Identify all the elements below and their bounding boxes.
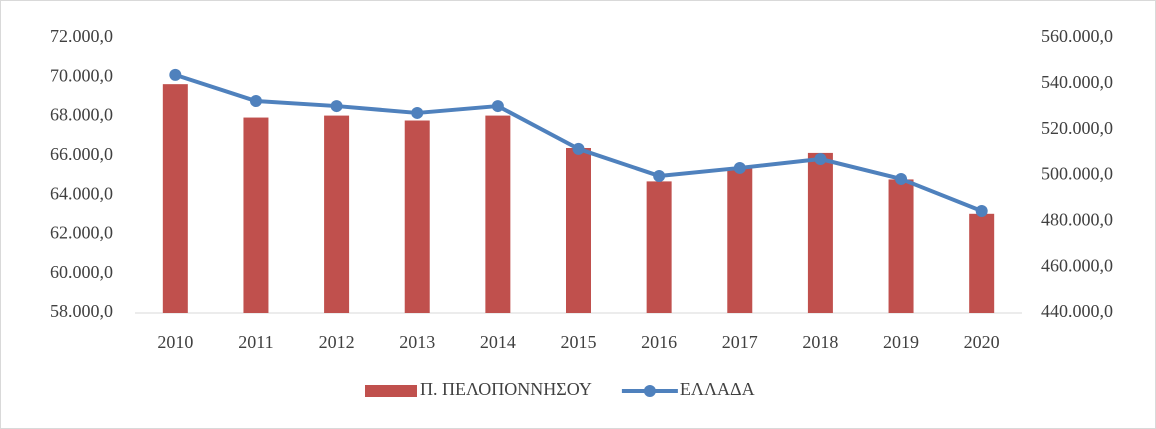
bar bbox=[162, 84, 188, 314]
bar bbox=[646, 181, 672, 313]
y2-tick-label: 520.000,0 bbox=[1041, 118, 1113, 138]
legend-swatch bbox=[643, 385, 656, 397]
bar bbox=[969, 213, 995, 313]
y2-tick-label: 440.000,0 bbox=[1041, 301, 1113, 321]
bar bbox=[324, 115, 350, 313]
line-marker bbox=[895, 172, 908, 185]
y-tick-label: 62.000,0 bbox=[50, 223, 113, 243]
y-tick-label: 68.000,0 bbox=[50, 105, 113, 125]
line-marker bbox=[975, 205, 988, 218]
x-tick-label: 2018 bbox=[802, 332, 838, 352]
y-tick-label: 66.000,0 bbox=[50, 144, 113, 164]
line-marker bbox=[814, 153, 827, 165]
y2-tick-label: 560.000,0 bbox=[1041, 26, 1113, 46]
x-tick-label: 2011 bbox=[238, 332, 273, 352]
y-tick-label: 58.000,0 bbox=[50, 301, 113, 321]
x-tick-label: 2017 bbox=[722, 332, 758, 352]
y2-tick-label: 460.000,0 bbox=[1041, 255, 1113, 275]
x-tick-label: 2016 bbox=[641, 332, 677, 352]
bar bbox=[807, 152, 833, 313]
x-tick-label: 2010 bbox=[157, 332, 193, 352]
line-marker bbox=[653, 169, 666, 182]
x-tick-label: 2012 bbox=[319, 332, 355, 352]
bar bbox=[566, 148, 591, 313]
bar bbox=[888, 179, 914, 313]
y2-tick-label: 500.000,0 bbox=[1041, 164, 1113, 184]
line-marker bbox=[169, 68, 182, 81]
bar bbox=[404, 120, 430, 313]
y2-tick-label: 540.000,0 bbox=[1041, 72, 1113, 92]
y-tick-label: 60.000,0 bbox=[50, 262, 113, 282]
line-marker bbox=[249, 95, 262, 108]
bar bbox=[243, 117, 269, 313]
x-tick-label: 2020 bbox=[964, 332, 1000, 352]
y-tick-label: 70.000,0 bbox=[50, 65, 113, 85]
line-marker bbox=[330, 100, 343, 113]
line-marker bbox=[733, 161, 746, 174]
y-tick-label: 64.000,0 bbox=[50, 183, 113, 203]
x-tick-label: 2013 bbox=[399, 332, 435, 352]
legend-swatch bbox=[365, 385, 417, 397]
line-marker bbox=[491, 100, 504, 113]
x-tick-label: 2014 bbox=[480, 332, 516, 352]
legend-label: Π. ΠΕΛΟΠΟΝΝΗΣΟΥ bbox=[420, 379, 592, 399]
legend-label: ΕΛΛΑΔΑ bbox=[680, 379, 755, 399]
y2-tick-label: 480.000,0 bbox=[1041, 209, 1113, 229]
line-marker bbox=[411, 106, 424, 119]
y-tick-label: 72.000,0 bbox=[50, 26, 113, 46]
line-marker bbox=[572, 142, 585, 155]
bar bbox=[727, 167, 753, 313]
x-tick-label: 2015 bbox=[561, 332, 597, 352]
bar bbox=[485, 115, 511, 313]
x-tick-label: 2019 bbox=[883, 332, 919, 352]
